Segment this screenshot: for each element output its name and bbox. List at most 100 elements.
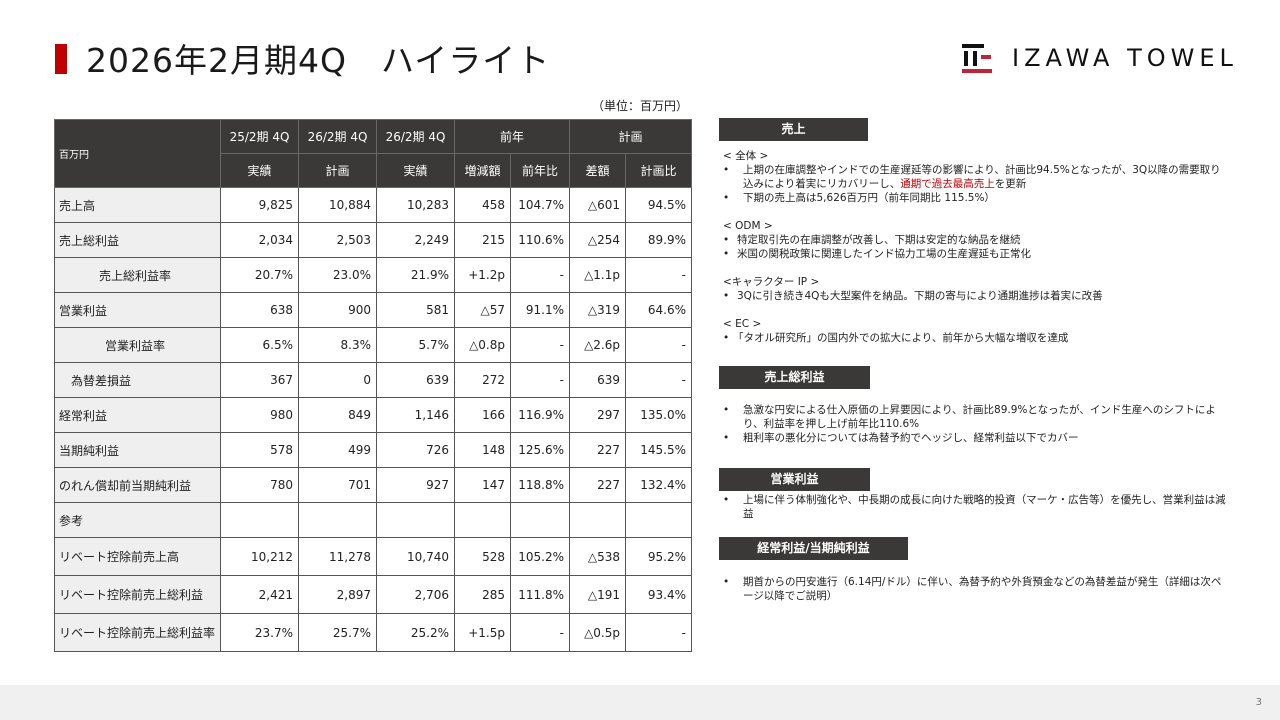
table-cell: 780 bbox=[220, 467, 299, 503]
unit-note: （単位：百万円） bbox=[592, 99, 689, 113]
table-cell: 297 bbox=[569, 397, 626, 433]
table-cell: 2,897 bbox=[298, 575, 377, 614]
table-cell: 9,825 bbox=[220, 187, 299, 223]
col-subheader: 計画比 bbox=[625, 153, 692, 188]
table-cell: - bbox=[625, 613, 692, 652]
operating-profit-commentary: 上場に伴う体制強化や、中長期の成長に向けた戦略的投資（マーケ・広告等）を優先し、… bbox=[719, 493, 1229, 521]
col-header-actual-period: 26/2期 4Q bbox=[376, 119, 455, 154]
table-cell bbox=[298, 502, 377, 538]
table-cell bbox=[220, 502, 299, 538]
bullet-item: 特定取引先の在庫調整が改善し、下期は安定的な納品を継続 bbox=[719, 233, 1229, 247]
bullet-item: 上場に伴う体制強化や、中長期の成長に向けた戦略的投資（マーケ・広告等）を優先し、… bbox=[719, 493, 1229, 521]
table-cell: △601 bbox=[569, 187, 626, 223]
col-subheader: 前年比 bbox=[510, 153, 570, 188]
row-label: 売上総利益率 bbox=[54, 257, 221, 293]
table-cell: 458 bbox=[454, 187, 511, 223]
table-row: リベート控除前売上総利益率 23.7% 25.7% 25.2% +1.5p - △0.5p - bbox=[54, 613, 692, 652]
table-cell: 638 bbox=[220, 292, 299, 328]
table-cell: 21.9% bbox=[376, 257, 455, 293]
table-row: 売上総利益 2,034 2,503 2,249 215 110.6% △254 89.9% bbox=[54, 222, 692, 258]
table-cell: 499 bbox=[298, 432, 377, 468]
table-cell: 10,740 bbox=[376, 537, 455, 576]
col-header-plan: 計画 bbox=[569, 119, 692, 154]
table-cell: 6.5% bbox=[220, 327, 299, 363]
table-cell: 227 bbox=[569, 432, 626, 468]
table-cell: 148 bbox=[454, 432, 511, 468]
table-cell: 639 bbox=[376, 362, 455, 398]
table-cell: 726 bbox=[376, 432, 455, 468]
table-cell: 116.9% bbox=[510, 397, 570, 433]
table-cell: 285 bbox=[454, 575, 511, 614]
table-cell: △319 bbox=[569, 292, 626, 328]
table-row: 経常利益 980 849 1,146 166 116.9% 297 135.0% bbox=[54, 397, 692, 433]
table-cell: - bbox=[510, 327, 570, 363]
table-cell: 95.2% bbox=[625, 537, 692, 576]
subheading-overall: < 全体 > bbox=[723, 150, 769, 162]
table-row: 参考 bbox=[54, 502, 692, 538]
logo-mark-icon bbox=[962, 42, 994, 74]
table-cell: △0.5p bbox=[569, 613, 626, 652]
table-cell: 94.5% bbox=[625, 187, 692, 223]
row-label: リベート控除前売上総利益 bbox=[54, 575, 221, 614]
table-row: 為替差損益 367 0 639 272-639- bbox=[54, 362, 692, 398]
table-cell: 581 bbox=[376, 292, 455, 328]
section-heading-sales: 売上 bbox=[719, 118, 868, 141]
table-cell: 105.2% bbox=[510, 537, 570, 576]
col-header-prev-actual-period: 25/2期 4Q bbox=[220, 119, 299, 154]
highlight-text: 通期で過去最高売上 bbox=[900, 178, 995, 190]
table-cell: 215 bbox=[454, 222, 511, 258]
table-cell: 980 bbox=[220, 397, 299, 433]
page-title: 2026年2月期4Q ハイライト bbox=[86, 41, 551, 80]
table-cell: △538 bbox=[569, 537, 626, 576]
title-accent-bar bbox=[55, 44, 67, 74]
table-cell: 2,503 bbox=[298, 222, 377, 258]
table-row: リベート控除前売上総利益 2,421 2,897 2,706 285 111.8% △191… bbox=[54, 575, 692, 614]
row-label: 当期純利益 bbox=[54, 432, 221, 468]
table-cell bbox=[569, 502, 626, 538]
table-cell: 110.6% bbox=[510, 222, 570, 258]
table-cell: 1,146 bbox=[376, 397, 455, 433]
table-cell: 145.5% bbox=[625, 432, 692, 468]
table-cell: 227 bbox=[569, 467, 626, 503]
logo-text: IZAWA TOWEL bbox=[1012, 44, 1238, 72]
table-cell: 639 bbox=[569, 362, 626, 398]
table-cell bbox=[376, 502, 455, 538]
table-cell: 701 bbox=[298, 467, 377, 503]
table-cell: 0 bbox=[298, 362, 377, 398]
subheading-ec: < EC > bbox=[723, 318, 762, 330]
table-cell: +1.5p bbox=[454, 613, 511, 652]
table-cell: △1.1p bbox=[569, 257, 626, 293]
company-logo: IZAWA TOWEL bbox=[962, 42, 1238, 74]
table-cell: 166 bbox=[454, 397, 511, 433]
table-row: リベート控除前売上高 10,212 11,278 10,740 528 105.2% △53… bbox=[54, 537, 692, 576]
table-cell: 104.7% bbox=[510, 187, 570, 223]
table-cell: 2,706 bbox=[376, 575, 455, 614]
section-heading-operating-profit: 営業利益 bbox=[719, 468, 870, 491]
financial-table: 百万円 25/2期 4Q 26/2期 4Q 26/2期 4Q 前年 計画 実績 … bbox=[54, 119, 692, 652]
table-cell: 900 bbox=[298, 292, 377, 328]
table-cell: +1.2p bbox=[454, 257, 511, 293]
table-cell: 10,884 bbox=[298, 187, 377, 223]
table-cell bbox=[510, 502, 570, 538]
bullet-item: 上期の在庫調整やインドでの生産遅延等の影響により、計画比94.5%となったが、3… bbox=[719, 163, 1229, 191]
table-cell: - bbox=[625, 362, 692, 398]
subheading-character-ip: <キャラクター IP > bbox=[723, 276, 820, 288]
table-cell: 125.6% bbox=[510, 432, 570, 468]
section-heading-gross-profit: 売上総利益 bbox=[719, 366, 870, 389]
table-cell: 91.1% bbox=[510, 292, 570, 328]
table-row: 売上総利益率 20.7% 23.0% 21.9% +1.2p - △1.1p - bbox=[54, 257, 692, 293]
col-subheader: 計画 bbox=[298, 153, 377, 188]
section-heading-ordinary-net-profit: 経常利益/当期純利益 bbox=[719, 537, 908, 560]
row-label: 売上高 bbox=[54, 187, 221, 223]
table-cell: 10,283 bbox=[376, 187, 455, 223]
col-subheader: 実績 bbox=[220, 153, 299, 188]
table-cell: 367 bbox=[220, 362, 299, 398]
table-cell: 2,421 bbox=[220, 575, 299, 614]
table-cell bbox=[454, 502, 511, 538]
row-label: 営業利益率 bbox=[54, 327, 221, 363]
table-cell: - bbox=[625, 327, 692, 363]
col-subheader: 増減額 bbox=[454, 153, 511, 188]
table-row: 当期純利益 578 499 726 148 125.6% 227 145.5% bbox=[54, 432, 692, 468]
table-cell bbox=[625, 502, 692, 538]
ordinary-net-commentary: 期首からの円安進行（6.14円/ドル）に伴い、為替予約や外貨預金などの為替差益が… bbox=[719, 575, 1229, 603]
